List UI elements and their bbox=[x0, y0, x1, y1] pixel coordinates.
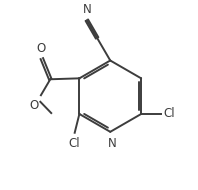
Text: N: N bbox=[82, 3, 91, 16]
Text: O: O bbox=[36, 42, 46, 55]
Text: O: O bbox=[30, 99, 39, 112]
Text: N: N bbox=[108, 136, 116, 150]
Text: Cl: Cl bbox=[164, 108, 175, 120]
Text: Cl: Cl bbox=[69, 136, 81, 150]
